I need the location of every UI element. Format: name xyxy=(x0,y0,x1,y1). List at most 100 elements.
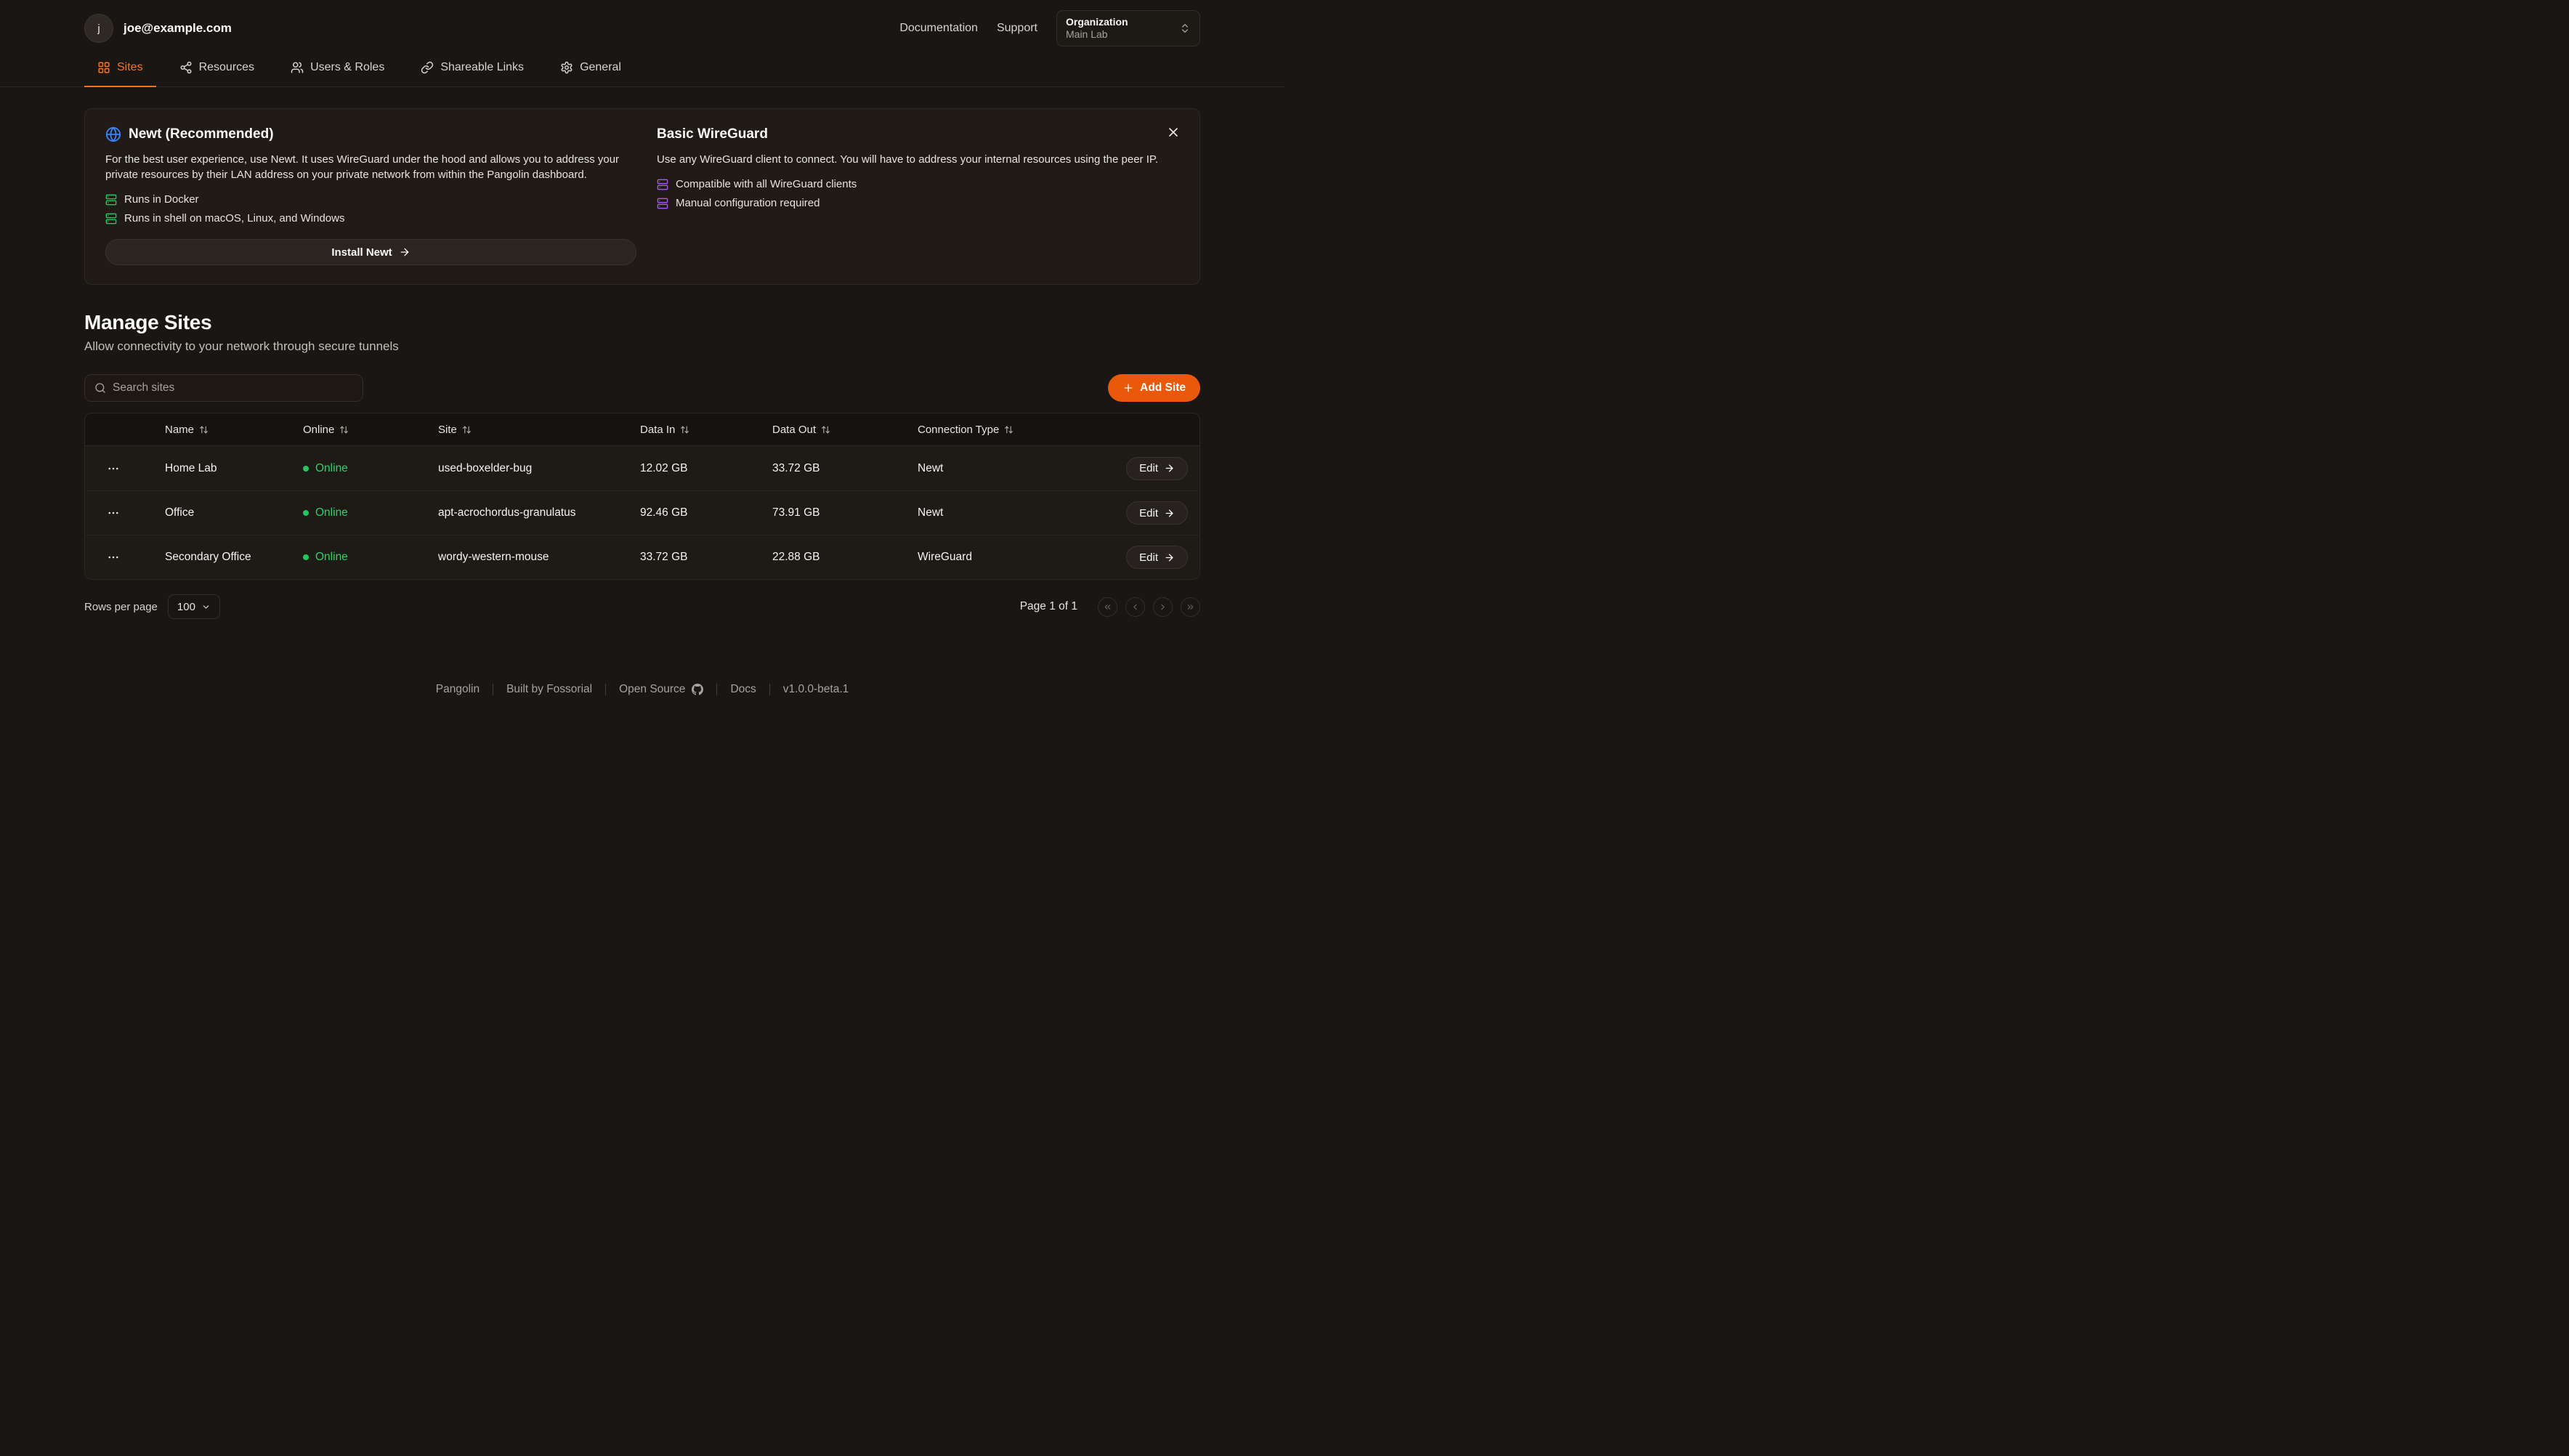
topbar: j joe@example.com Documentation Support … xyxy=(84,0,1200,46)
profile-menu[interactable]: j joe@example.com xyxy=(84,14,232,43)
newt-features: Runs in Docker Runs in shell on macOS, L… xyxy=(105,193,636,225)
sort-icon xyxy=(1004,425,1014,434)
page-title: Manage Sites xyxy=(84,311,212,333)
sort-icon xyxy=(462,425,472,434)
rows-per-page-select[interactable]: 100 xyxy=(167,594,220,619)
footer-divider xyxy=(769,684,770,695)
feature-label: Runs in Docker xyxy=(124,193,199,206)
pager-buttons xyxy=(1098,596,1200,617)
row-menu-icon[interactable] xyxy=(104,458,123,480)
rows-per-page: Rows per page 100 xyxy=(84,594,220,619)
data-out: 22.88 GB xyxy=(772,551,820,563)
footer-built-by: Built by Fossorial xyxy=(506,683,593,695)
footer-divider xyxy=(605,684,607,695)
avatar-initial: j xyxy=(97,22,100,35)
chevron-right-icon xyxy=(1158,602,1168,612)
prev-page-button[interactable] xyxy=(1125,596,1145,617)
close-icon[interactable] xyxy=(1163,122,1184,142)
feature-item: Runs in shell on macOS, Linux, and Windo… xyxy=(105,212,636,225)
chevron-down-icon xyxy=(201,602,211,612)
data-in: 12.02 GB xyxy=(640,461,688,474)
feature-item: Manual configuration required xyxy=(657,197,1179,209)
wireguard-description: Use any WireGuard client to connect. You… xyxy=(657,153,1159,166)
chevron-left-icon xyxy=(1130,602,1140,612)
table-controls: Add Site xyxy=(84,374,1200,402)
status-badge: Online xyxy=(303,462,438,475)
organization-value: Main Lab xyxy=(1066,28,1108,40)
tab-sites[interactable]: Sites xyxy=(84,55,156,87)
column-header-data-in[interactable]: Data In xyxy=(640,424,772,436)
table-header-row: Name Online Site Data In Data Out Connec… xyxy=(85,413,1199,446)
add-site-label: Add Site xyxy=(1140,381,1186,394)
column-header-connection-type[interactable]: Connection Type xyxy=(918,424,1083,436)
table-row: Office Online apt-acrochordus-granulatus… xyxy=(85,490,1199,535)
organization-text: Organization Main Lab xyxy=(1066,16,1128,41)
status-dot xyxy=(303,510,309,516)
chevrons-up-down-icon xyxy=(1179,23,1191,34)
status-badge: Online xyxy=(303,551,438,564)
server-icon xyxy=(657,198,668,209)
server-icon xyxy=(105,194,117,206)
table-row: Secondary Office Online wordy-western-mo… xyxy=(85,535,1199,579)
footer-brand: Pangolin xyxy=(435,683,480,695)
user-email: joe@example.com xyxy=(124,21,232,35)
install-newt-button[interactable]: Install Newt xyxy=(105,239,636,265)
search-input[interactable] xyxy=(113,381,353,395)
support-link[interactable]: Support xyxy=(996,22,1037,34)
search-icon xyxy=(94,382,106,394)
avatar: j xyxy=(84,14,113,43)
install-newt-label: Install Newt xyxy=(331,246,392,259)
edit-button[interactable]: Edit xyxy=(1126,546,1188,569)
wireguard-section: Basic WireGuard Use any WireGuard client… xyxy=(657,126,1179,265)
feature-item: Compatible with all WireGuard clients xyxy=(657,178,1179,190)
tab-general[interactable]: General xyxy=(547,55,634,87)
newt-title: Newt (Recommended) xyxy=(129,126,274,142)
row-menu-icon[interactable] xyxy=(104,546,123,568)
edit-button[interactable]: Edit xyxy=(1126,501,1188,525)
row-menu-icon[interactable] xyxy=(104,502,123,524)
documentation-link[interactable]: Documentation xyxy=(899,22,978,34)
footer-open-source-link[interactable]: Open Source xyxy=(619,683,704,696)
feature-item: Runs in Docker xyxy=(105,193,636,206)
column-header-data-out[interactable]: Data Out xyxy=(772,424,918,436)
sort-icon xyxy=(821,425,830,434)
link-icon xyxy=(421,61,434,74)
github-icon xyxy=(692,684,704,695)
site-id: wordy-western-mouse xyxy=(438,551,549,563)
organization-selector[interactable]: Organization Main Lab xyxy=(1056,10,1200,46)
column-header-online[interactable]: Online xyxy=(303,424,438,436)
tab-resources[interactable]: Resources xyxy=(166,55,267,87)
data-out: 73.91 GB xyxy=(772,506,820,519)
organization-label: Organization xyxy=(1066,15,1128,28)
table-row: Home Lab Online used-boxelder-bug 12.02 … xyxy=(85,446,1199,490)
status-dot xyxy=(303,554,309,560)
sites-table: Name Online Site Data In Data Out Connec… xyxy=(84,413,1200,580)
column-header-site[interactable]: Site xyxy=(438,424,640,436)
pager: Page 1 of 1 xyxy=(1020,596,1200,617)
nav-tabs: Sites Resources Users & Roles Shareable … xyxy=(84,55,1200,87)
arrow-right-icon xyxy=(1164,508,1175,519)
tab-label: Users & Roles xyxy=(310,61,385,73)
footer-docs-link[interactable]: Docs xyxy=(730,683,756,695)
arrow-right-icon xyxy=(1164,463,1175,474)
next-page-button[interactable] xyxy=(1153,596,1173,617)
sort-icon xyxy=(680,425,689,434)
sort-icon xyxy=(199,425,209,434)
column-header-name[interactable]: Name xyxy=(165,424,303,436)
tab-users-roles[interactable]: Users & Roles xyxy=(278,55,397,87)
site-name: Secondary Office xyxy=(165,551,251,563)
header: j joe@example.com Documentation Support … xyxy=(0,0,1284,87)
data-in: 92.46 GB xyxy=(640,506,688,519)
feature-label: Manual configuration required xyxy=(676,197,820,209)
last-page-button[interactable] xyxy=(1181,596,1200,617)
chevrons-left-icon xyxy=(1103,602,1112,612)
arrow-right-icon xyxy=(1164,552,1175,563)
edit-button[interactable]: Edit xyxy=(1126,456,1188,480)
tab-shareable-links[interactable]: Shareable Links xyxy=(408,55,537,87)
wireguard-title: Basic WireGuard xyxy=(657,126,768,142)
status-dot xyxy=(303,465,309,472)
add-site-button[interactable]: Add Site xyxy=(1108,374,1200,402)
first-page-button[interactable] xyxy=(1098,596,1117,617)
sort-icon xyxy=(339,425,349,434)
connection-type: WireGuard xyxy=(918,551,972,563)
